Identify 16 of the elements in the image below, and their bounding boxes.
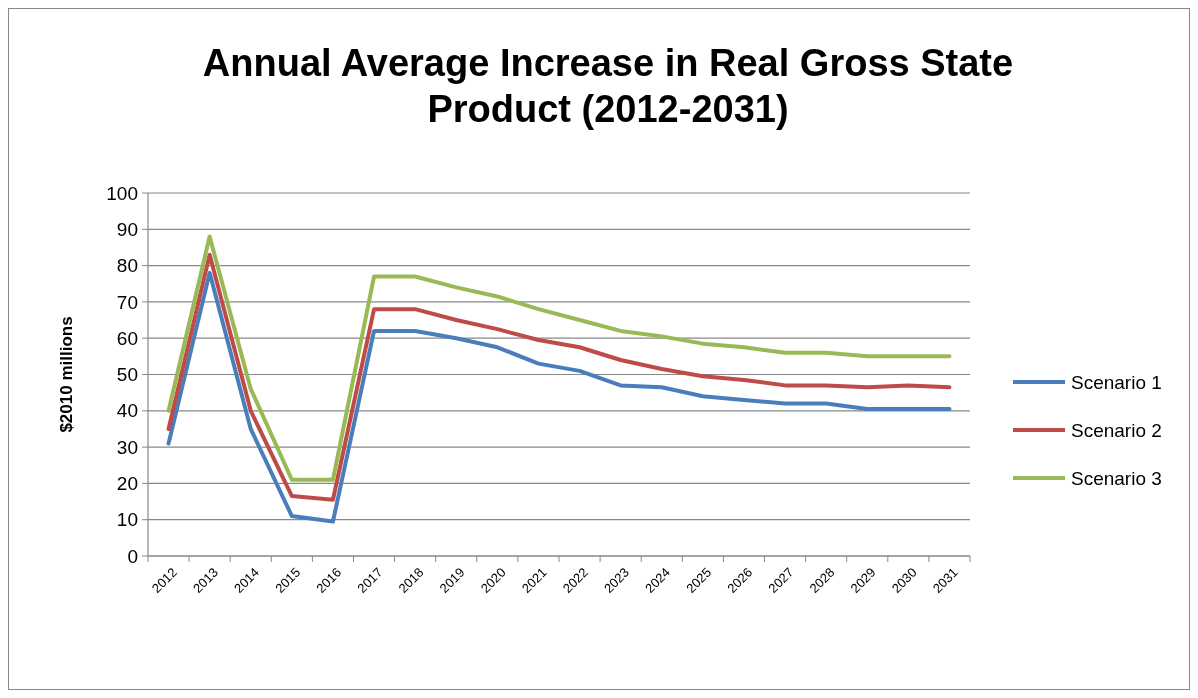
y-axis-title: $2010 millions <box>57 316 76 433</box>
y-tick-label: 90 <box>116 218 138 240</box>
legend-label: Scenario 1 <box>1071 371 1162 393</box>
y-tick-label: 100 <box>106 182 138 204</box>
y-tick-label: 50 <box>116 364 138 386</box>
y-tick-label: 20 <box>116 473 138 495</box>
y-tick-label: 0 <box>127 545 138 567</box>
y-tick-label: 40 <box>116 400 138 422</box>
y-tick-label: 10 <box>116 509 138 531</box>
y-tick-label: 60 <box>116 327 138 349</box>
chart-title: Annual Average Increase in Real Gross State Product (2012-2031) <box>202 42 1014 130</box>
y-tick-label: 80 <box>116 255 138 277</box>
legend-label: Scenario 2 <box>1071 419 1162 441</box>
legend-label: Scenario 3 <box>1071 467 1162 489</box>
y-tick-label: 30 <box>116 436 138 458</box>
y-tick-label: 70 <box>116 291 138 313</box>
